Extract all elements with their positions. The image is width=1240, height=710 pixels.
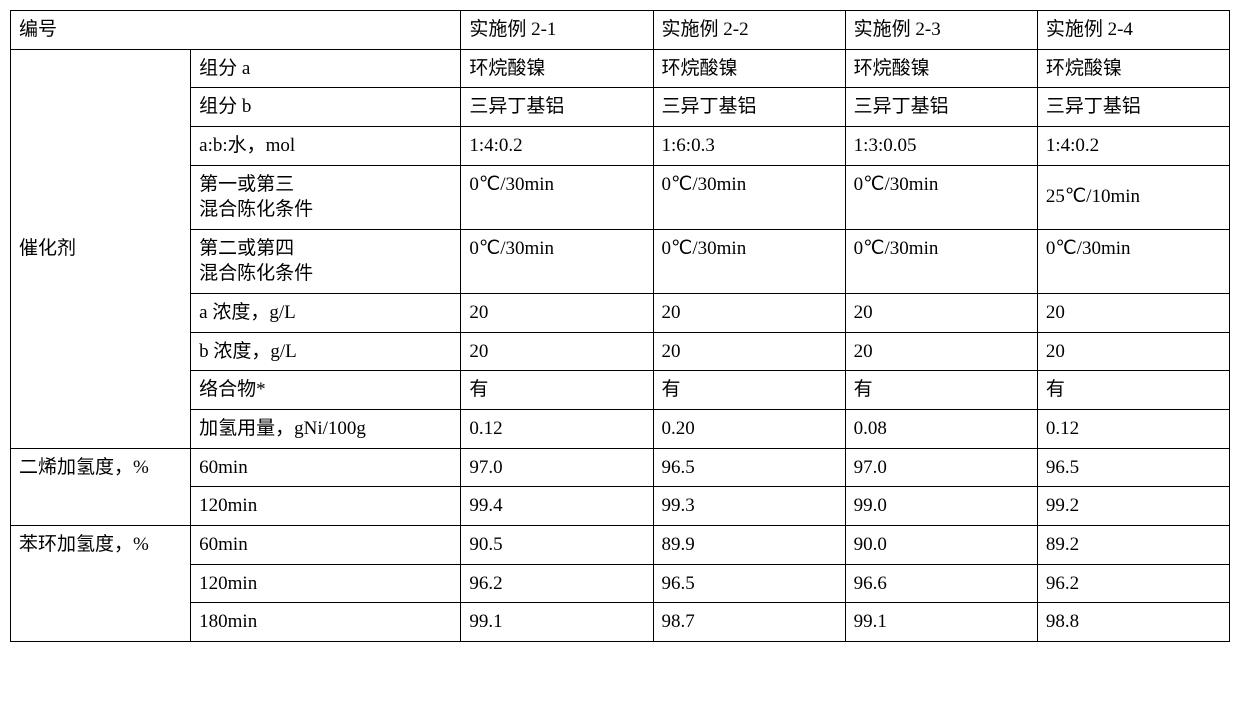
cell: 0.12 xyxy=(461,410,653,449)
benzene-group-label: 苯环加氢度，% xyxy=(11,525,191,641)
row-label: 第二或第四 混合陈化条件 xyxy=(191,229,461,293)
header-col3: 实施例 2-3 xyxy=(845,11,1037,50)
cell: 20 xyxy=(461,294,653,333)
cell: 99.3 xyxy=(653,487,845,526)
row-label: 加氢用量，gNi/100g xyxy=(191,410,461,449)
cell: 0℃/30min xyxy=(461,229,653,293)
header-col2: 实施例 2-2 xyxy=(653,11,845,50)
cell: 1:4:0.2 xyxy=(461,126,653,165)
cell: 三异丁基铝 xyxy=(845,88,1037,127)
cell: 25℃/10min xyxy=(1037,165,1229,229)
catalyst-group-label: 催化剂 xyxy=(11,49,191,448)
table-row: 二烯加氢度，% 60min 97.0 96.5 97.0 96.5 xyxy=(11,448,1230,487)
table-row: 120min 96.2 96.5 96.6 96.2 xyxy=(11,564,1230,603)
cell: 99.2 xyxy=(1037,487,1229,526)
header-col1: 实施例 2-1 xyxy=(461,11,653,50)
row-label: 组分 b xyxy=(191,88,461,127)
table-row: 苯环加氢度，% 60min 90.5 89.9 90.0 89.2 xyxy=(11,525,1230,564)
row-label: 第一或第三 混合陈化条件 xyxy=(191,165,461,229)
cell: 20 xyxy=(653,332,845,371)
cell: 97.0 xyxy=(461,448,653,487)
cell: 99.1 xyxy=(845,603,1037,642)
cell: 20 xyxy=(461,332,653,371)
cell: 0℃/30min xyxy=(1037,229,1229,293)
row-label: 60min xyxy=(191,525,461,564)
table-row: 催化剂 组分 a 环烷酸镍 环烷酸镍 环烷酸镍 环烷酸镍 xyxy=(11,49,1230,88)
cell: 20 xyxy=(1037,294,1229,333)
header-bianhao: 编号 xyxy=(11,11,461,50)
table-row: a:b:水，mol 1:4:0.2 1:6:0.3 1:3:0.05 1:4:0… xyxy=(11,126,1230,165)
cell: 20 xyxy=(1037,332,1229,371)
cell: 90.5 xyxy=(461,525,653,564)
cell: 有 xyxy=(461,371,653,410)
diene-group-label: 二烯加氢度，% xyxy=(11,448,191,525)
table-row: 180min 99.1 98.7 99.1 98.8 xyxy=(11,603,1230,642)
cell: 20 xyxy=(653,294,845,333)
cell: 有 xyxy=(845,371,1037,410)
table-row: 第一或第三 混合陈化条件 0℃/30min 0℃/30min 0℃/30min … xyxy=(11,165,1230,229)
table-row: 加氢用量，gNi/100g 0.12 0.20 0.08 0.12 xyxy=(11,410,1230,449)
cell: 97.0 xyxy=(845,448,1037,487)
row-label: a:b:水，mol xyxy=(191,126,461,165)
table-row: 第二或第四 混合陈化条件 0℃/30min 0℃/30min 0℃/30min … xyxy=(11,229,1230,293)
row-label: b 浓度，g/L xyxy=(191,332,461,371)
cell: 1:6:0.3 xyxy=(653,126,845,165)
cell: 96.5 xyxy=(653,448,845,487)
cell: 0℃/30min xyxy=(653,165,845,229)
cell: 有 xyxy=(1037,371,1229,410)
cell: 环烷酸镍 xyxy=(653,49,845,88)
table-row: b 浓度，g/L 20 20 20 20 xyxy=(11,332,1230,371)
data-table: 编号 实施例 2-1 实施例 2-2 实施例 2-3 实施例 2-4 催化剂 组… xyxy=(10,10,1230,642)
header-col4: 实施例 2-4 xyxy=(1037,11,1229,50)
cell: 96.2 xyxy=(1037,564,1229,603)
row-label: 120min xyxy=(191,487,461,526)
cell: 96.6 xyxy=(845,564,1037,603)
cell: 99.0 xyxy=(845,487,1037,526)
cell: 环烷酸镍 xyxy=(1037,49,1229,88)
row-label: 组分 a xyxy=(191,49,461,88)
cell: 三异丁基铝 xyxy=(461,88,653,127)
cell: 99.1 xyxy=(461,603,653,642)
header-row: 编号 实施例 2-1 实施例 2-2 实施例 2-3 实施例 2-4 xyxy=(11,11,1230,50)
cell: 99.4 xyxy=(461,487,653,526)
cell: 98.7 xyxy=(653,603,845,642)
cell: 0℃/30min xyxy=(845,229,1037,293)
cell: 0℃/30min xyxy=(461,165,653,229)
table-row: a 浓度，g/L 20 20 20 20 xyxy=(11,294,1230,333)
cell: 0℃/30min xyxy=(845,165,1037,229)
cell: 1:3:0.05 xyxy=(845,126,1037,165)
cell: 96.5 xyxy=(1037,448,1229,487)
cell: 三异丁基铝 xyxy=(653,88,845,127)
cell: 20 xyxy=(845,294,1037,333)
row-label: a 浓度，g/L xyxy=(191,294,461,333)
table-row: 络合物* 有 有 有 有 xyxy=(11,371,1230,410)
cell: 0℃/30min xyxy=(653,229,845,293)
row-label: 60min xyxy=(191,448,461,487)
cell: 0.08 xyxy=(845,410,1037,449)
cell: 90.0 xyxy=(845,525,1037,564)
cell: 三异丁基铝 xyxy=(1037,88,1229,127)
cell: 0.12 xyxy=(1037,410,1229,449)
cell: 有 xyxy=(653,371,845,410)
cell: 20 xyxy=(845,332,1037,371)
cell: 96.5 xyxy=(653,564,845,603)
table-row: 120min 99.4 99.3 99.0 99.2 xyxy=(11,487,1230,526)
cell: 89.9 xyxy=(653,525,845,564)
row-label: 180min xyxy=(191,603,461,642)
cell: 89.2 xyxy=(1037,525,1229,564)
cell: 1:4:0.2 xyxy=(1037,126,1229,165)
table-row: 组分 b 三异丁基铝 三异丁基铝 三异丁基铝 三异丁基铝 xyxy=(11,88,1230,127)
cell: 环烷酸镍 xyxy=(845,49,1037,88)
cell: 0.20 xyxy=(653,410,845,449)
cell: 98.8 xyxy=(1037,603,1229,642)
row-label: 络合物* xyxy=(191,371,461,410)
cell: 环烷酸镍 xyxy=(461,49,653,88)
cell: 96.2 xyxy=(461,564,653,603)
row-label: 120min xyxy=(191,564,461,603)
